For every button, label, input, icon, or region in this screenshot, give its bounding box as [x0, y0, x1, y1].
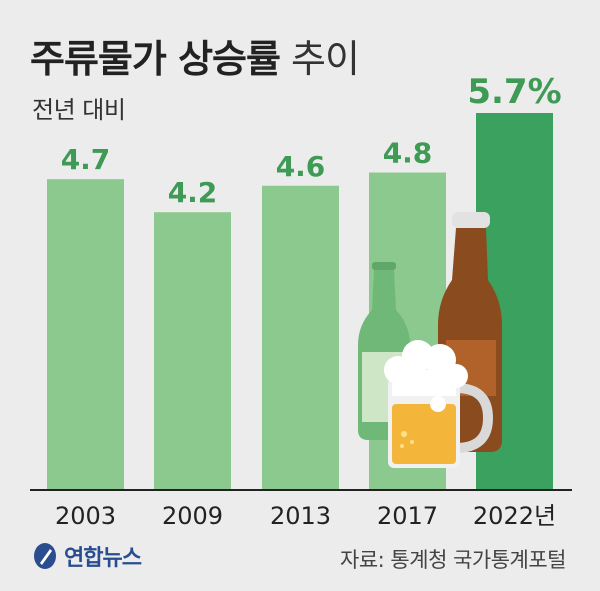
x-tick-label-2: 2013 [270, 502, 331, 530]
bar-2 [262, 185, 339, 490]
x-tick-label-1: 2009 [162, 502, 223, 530]
title-light: 추이 [291, 37, 360, 81]
x-tick-label-4: 2022년 [473, 502, 556, 530]
value-label-1: 4.2 [168, 176, 218, 209]
value-label-2: 4.6 [276, 150, 326, 183]
yonhap-logo-icon [34, 543, 56, 569]
bar-0 [47, 179, 124, 490]
chart-subtitle: 전년 대비 [32, 96, 126, 124]
value-label-4: 5.7% [467, 72, 561, 112]
value-label-0: 4.7 [61, 143, 111, 176]
drinks-illustration [358, 212, 502, 468]
brand-logo: 연합뉴스 [32, 540, 142, 572]
brand-name: 연합뉴스 [64, 546, 142, 571]
title-bold: 주류물가 상승률 [30, 37, 281, 81]
beer-mug-icon [384, 340, 494, 468]
x-tick-label-0: 2003 [55, 502, 116, 530]
chart-title: 주류물가 상승률 추이 [30, 28, 360, 83]
value-label-3: 4.8 [383, 137, 433, 170]
x-tick-labels: 2003 2009 2013 2017 2022년 [55, 502, 556, 530]
bar-1 [154, 212, 231, 491]
source-note: 자료: 통계청 국가통계포털 [340, 548, 566, 572]
x-tick-label-3: 2017 [377, 502, 438, 530]
